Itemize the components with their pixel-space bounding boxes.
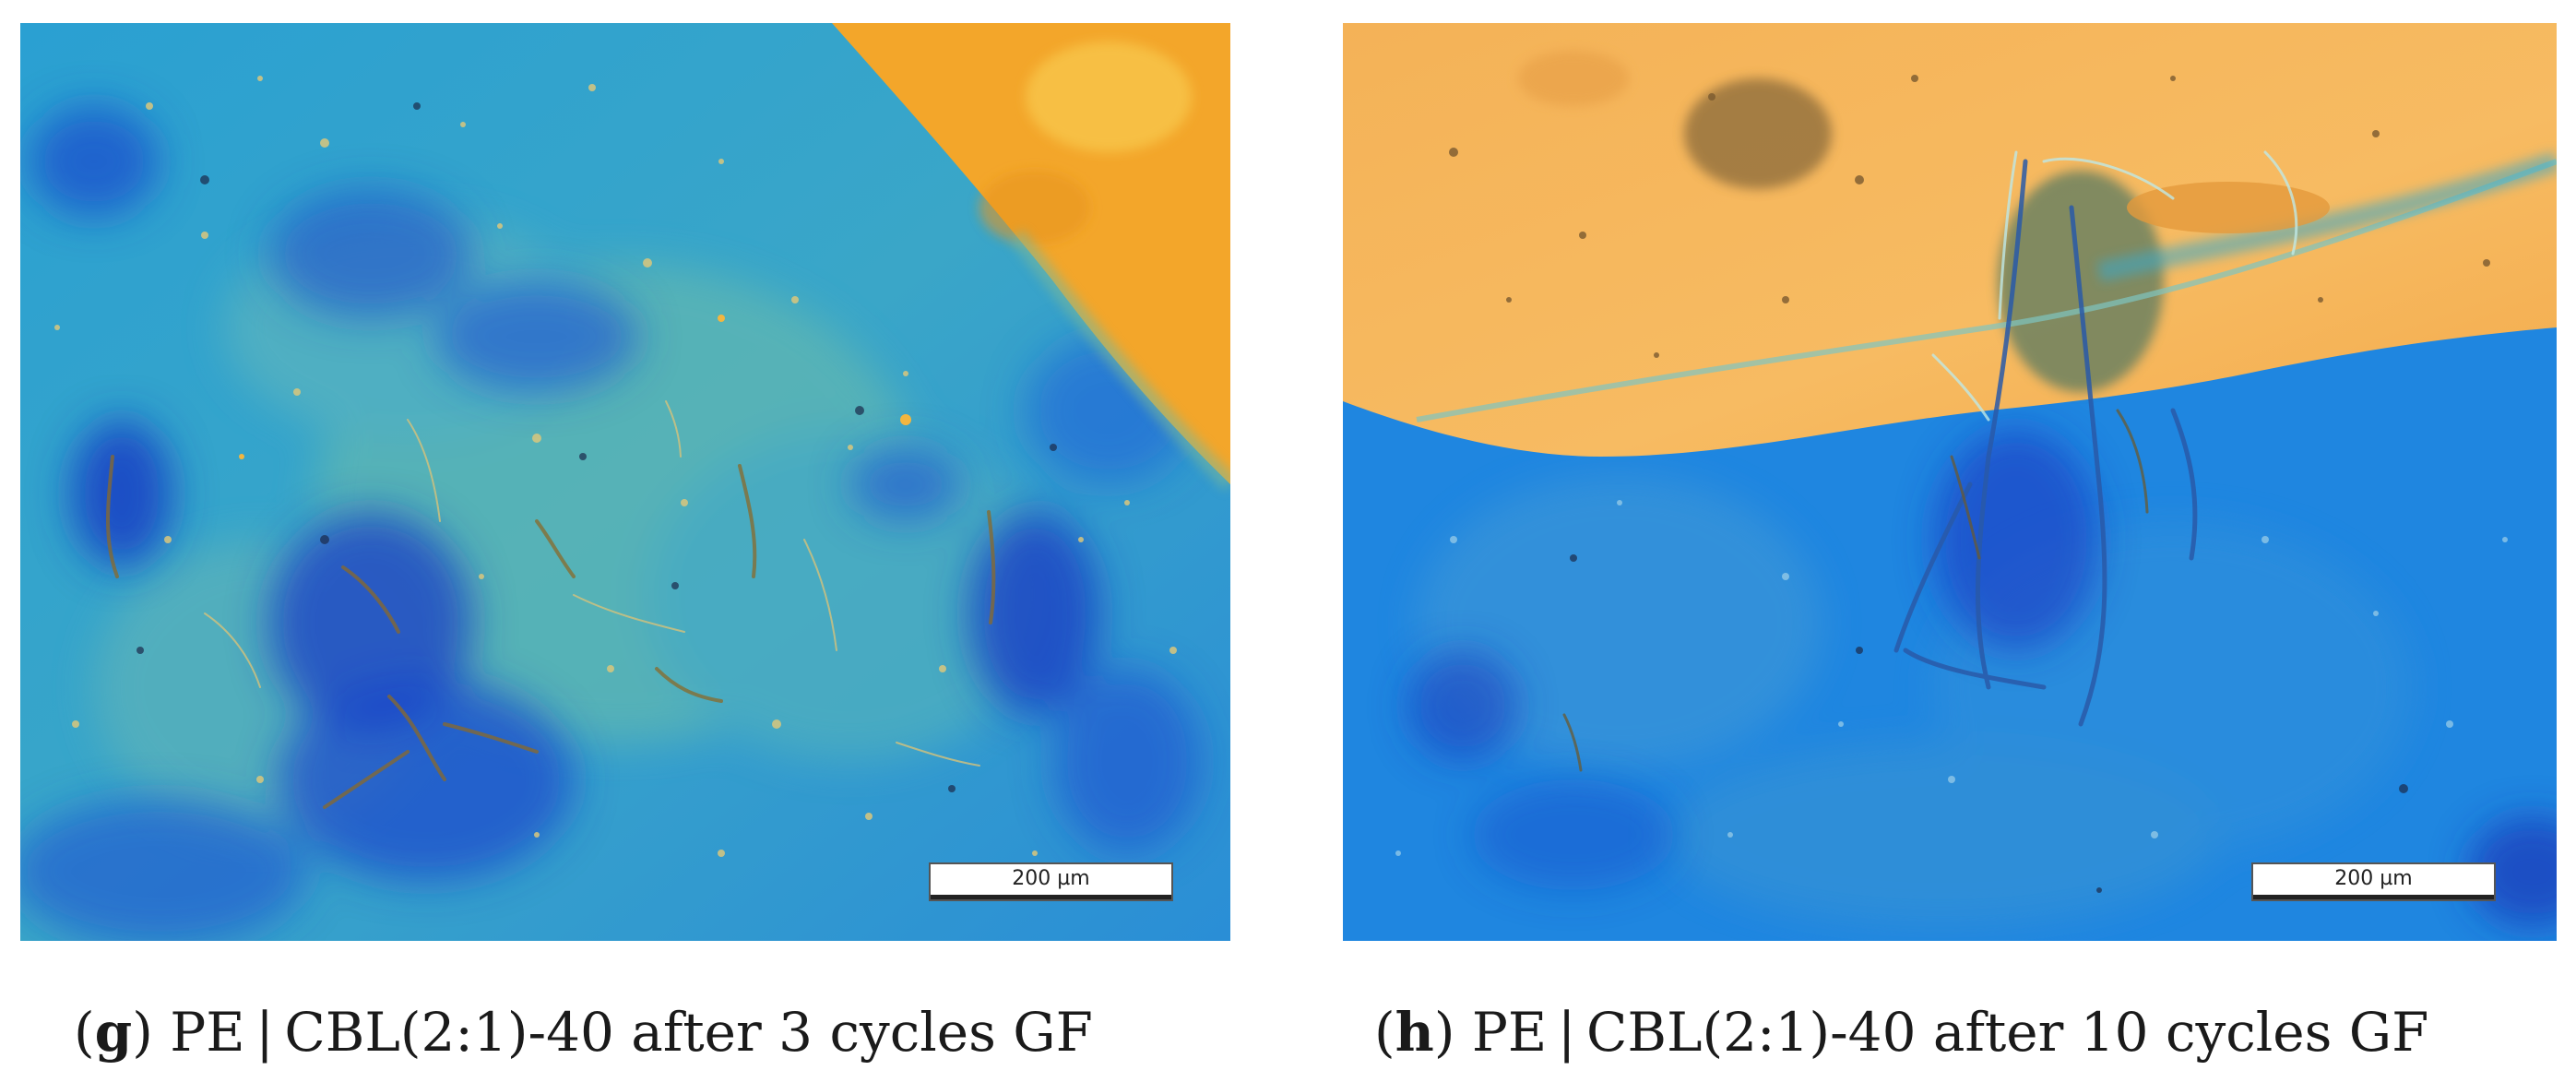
caption-text: PE | CBL(2:1)-40 after 10 cycles GF (1471, 1001, 2429, 1064)
micrograph-g: 200 µm (20, 23, 1230, 941)
caption-letter: h (1395, 1001, 1434, 1064)
caption-text: PE | CBL(2:1)-40 after 3 cycles GF (170, 1001, 1093, 1064)
caption-letter: g (94, 1001, 133, 1064)
scale-bar: 200 µm (2251, 862, 2496, 901)
micrograph-h-image (1343, 23, 2557, 941)
scale-bar-label: 200 µm (2334, 867, 2413, 890)
micrograph-g-image (20, 23, 1230, 941)
caption-h: (h) PE | CBL(2:1)-40 after 10 cycles GF (1374, 1001, 2429, 1064)
micrograph-h: 200 µm (1343, 23, 2557, 941)
scale-bar-label: 200 µm (1012, 867, 1090, 890)
scale-bar: 200 µm (929, 862, 1173, 901)
caption-g: (g) PE | CBL(2:1)-40 after 3 cycles GF (74, 1001, 1093, 1064)
